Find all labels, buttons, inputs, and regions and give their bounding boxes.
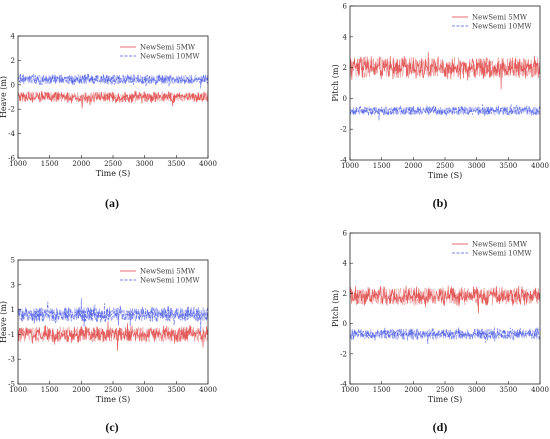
y-tick-label: 5 <box>11 257 15 265</box>
x-tick-label: 3000 <box>136 386 154 394</box>
y-tick-label: -4 <box>340 381 347 389</box>
series-trace-5mw <box>350 57 540 79</box>
y-tick-label: -5 <box>8 381 15 389</box>
y-tick-label: 0 <box>343 320 347 328</box>
x-tick-label: 3500 <box>167 160 185 168</box>
x-tick-label: 3500 <box>499 162 517 170</box>
series-line-5mw <box>350 51 540 90</box>
x-tick-label: 1000 <box>9 160 27 168</box>
y-tick-label: 4 <box>11 33 16 41</box>
x-tick-label: 2000 <box>72 160 90 168</box>
x-tick-label: 4000 <box>531 386 549 394</box>
panel-caption: (d) <box>433 420 448 434</box>
chart-panel-3: 1000 1500 2000 2500 3000 3500 4000 -5 -3 -1 1 3 5 Tim… <box>0 257 217 435</box>
y-tick-label: 4 <box>343 33 348 41</box>
x-tick-label: 3500 <box>499 386 517 394</box>
series-trace-10mw <box>18 74 208 85</box>
legend-label: NewSemi 5MW <box>140 44 196 52</box>
x-tick-label: 3000 <box>468 386 486 394</box>
series-line-10mw <box>350 104 540 121</box>
y-tick-label: 1 <box>11 306 15 314</box>
y-tick-label: -4 <box>8 130 15 138</box>
y-axis-title: Heave (m) <box>0 301 8 343</box>
x-tick-label: 2500 <box>436 386 454 394</box>
x-axis-title: Time (S) <box>96 169 130 178</box>
series-line-5mw <box>18 321 208 351</box>
y-tick-label: 0 <box>11 81 15 89</box>
legend-label: NewSemi 10MW <box>140 53 200 61</box>
y-tick-label: 2 <box>343 64 347 72</box>
y-axis-title: Pitch (m) <box>331 290 340 327</box>
y-tick-label: -2 <box>340 350 347 358</box>
series-trace-5mw <box>350 286 540 306</box>
x-tick-label: 3000 <box>136 160 154 168</box>
x-tick-label: 1000 <box>9 386 27 394</box>
y-tick-label: 6 <box>343 3 348 11</box>
series-trace-5mw <box>18 325 208 343</box>
chart-panel-4: 1000 1500 2000 2500 3000 3500 4000 -4 -2 0 2 4 6 Time… <box>331 230 549 435</box>
y-tick-label: 2 <box>11 57 15 65</box>
y-axis-title: Pitch (m) <box>331 64 340 101</box>
x-tick-label: 2000 <box>404 162 422 170</box>
panel-caption: (b) <box>433 196 448 210</box>
y-tick-label: 4 <box>343 260 348 268</box>
series-group <box>18 298 208 351</box>
y-axis-title: Heave (m) <box>0 76 8 118</box>
x-tick-label: 3500 <box>167 386 185 394</box>
x-tick-label: 1500 <box>373 386 391 394</box>
y-tick-label: -2 <box>8 106 15 114</box>
y-tick-label: -3 <box>8 356 15 364</box>
x-axis-title: Time (S) <box>428 395 462 404</box>
legend-label: NewSemi 5MW <box>140 268 196 276</box>
y-tick-label: -6 <box>8 155 15 163</box>
series-line-10mw <box>350 327 540 345</box>
y-tick-label: 6 <box>343 230 348 238</box>
series-group <box>350 51 540 121</box>
chart-panel-1: 1000 1500 2000 2500 3000 3500 4000 -6 -4 -2 0 2 4 Tim… <box>0 33 217 211</box>
series-group <box>350 285 540 345</box>
series-trace-10mw <box>350 105 540 116</box>
x-tick-label: 4000 <box>199 386 217 394</box>
series-trace-10mw <box>18 307 208 322</box>
panel-caption: (a) <box>105 196 119 210</box>
x-tick-label: 2000 <box>72 386 90 394</box>
chart-panel-2: 1000 1500 2000 2500 3000 3500 4000 -4 -2 0 2 4 6 Time… <box>331 3 549 211</box>
legend-label: NewSemi 10MW <box>472 23 532 31</box>
y-tick-label: 0 <box>343 95 347 103</box>
x-tick-label: 1500 <box>41 160 59 168</box>
y-tick-label: -4 <box>340 157 347 165</box>
x-axis-title: Time (S) <box>96 395 130 404</box>
y-tick-label: 2 <box>343 290 347 298</box>
y-tick-label: -1 <box>8 331 15 339</box>
x-tick-label: 4000 <box>531 162 549 170</box>
x-tick-label: 1000 <box>341 162 359 170</box>
x-tick-label: 2500 <box>104 386 122 394</box>
y-tick-label: -2 <box>340 126 347 134</box>
series-trace-5mw <box>18 91 208 103</box>
x-tick-label: 3000 <box>468 162 486 170</box>
x-tick-label: 1500 <box>373 162 391 170</box>
legend-label: NewSemi 10MW <box>472 250 532 258</box>
series-group <box>18 68 208 109</box>
x-axis-title: Time (S) <box>428 171 462 180</box>
panel-caption: (c) <box>105 420 118 434</box>
x-tick-label: 2500 <box>104 160 122 168</box>
series-trace-10mw <box>350 327 540 341</box>
legend-label: NewSemi 10MW <box>140 277 200 285</box>
x-tick-label: 1500 <box>41 386 59 394</box>
legend-label: NewSemi 5MW <box>472 241 528 249</box>
x-tick-label: 2000 <box>404 386 422 394</box>
x-tick-label: 1000 <box>341 386 359 394</box>
legend-label: NewSemi 5MW <box>472 14 528 22</box>
x-tick-label: 2500 <box>436 162 454 170</box>
x-tick-label: 4000 <box>199 160 217 168</box>
y-tick-label: 3 <box>11 281 15 289</box>
